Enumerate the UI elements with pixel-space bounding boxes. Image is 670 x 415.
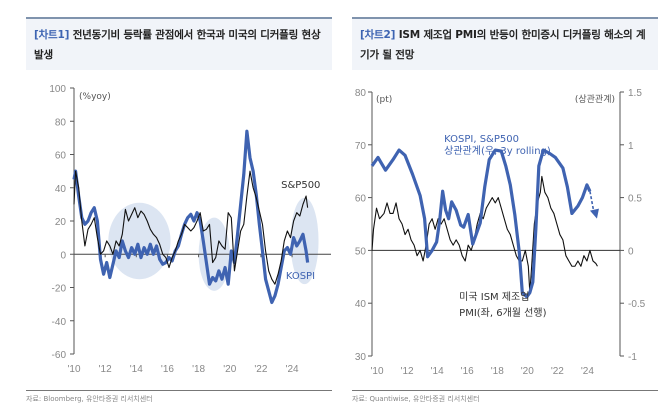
correlation-line <box>370 148 592 299</box>
x-tick-label: '16 <box>161 364 174 375</box>
y-tick-label: 40 <box>55 184 67 195</box>
kospi-label: KOSPI <box>286 271 315 282</box>
x-tick-label: '20 <box>521 366 534 377</box>
right-y-tick-label: -0.5 <box>628 299 646 310</box>
x-tick-label: '16 <box>461 366 474 377</box>
sp500-line <box>73 170 309 285</box>
left-y-tick-label: 70 <box>355 141 367 152</box>
right-y-tick-label: 0 <box>628 246 634 257</box>
y-tick-label: -20 <box>52 284 67 295</box>
left-y-tick-label: 40 <box>355 299 367 310</box>
forecast-arrow-head <box>589 208 599 219</box>
source-note-2: 자료: Quantiwise, 유안타증권 리서치센터 <box>352 395 480 403</box>
pmi-label-line2: PMI(좌, 6개월 선행) <box>459 307 546 319</box>
x-tick-label: '10 <box>370 366 383 377</box>
left-unit-label: (pt) <box>376 95 392 105</box>
correlation-label-line2: 상관관계(우, 3y rolling) <box>444 145 551 157</box>
x-tick-label: '22 <box>254 364 267 375</box>
chart-tag-1: [차트1] <box>34 29 70 41</box>
chart-title-2: [차트2] ISM 제조업 PMI의 반등이 한미증시 디커플링 해소의 계기가… <box>360 25 650 65</box>
right-y-tick-label: -1 <box>628 352 637 363</box>
right-y-tick-label: 1 <box>628 141 634 152</box>
x-tick-label: '14 <box>130 364 143 375</box>
left-y-tick-label: 80 <box>355 88 367 99</box>
x-tick-label: '12 <box>99 364 112 375</box>
x-tick-label: '12 <box>401 366 414 377</box>
sp500-label: S&P500 <box>281 180 320 191</box>
left-y-tick-label: 60 <box>355 194 367 205</box>
right-y-tick-label: 1.5 <box>628 88 642 99</box>
x-tick-label: '24 <box>581 366 594 377</box>
x-tick-label: '10 <box>67 364 80 375</box>
footnote-divider-1 <box>26 390 332 391</box>
footnote-divider-2 <box>352 390 658 391</box>
chart-title-1: [차트1] 전년동기비 등락률 관점에서 한국과 미국의 디커플링 현상 발생 <box>34 25 324 65</box>
chart-title-box-1: [차트1] 전년동기비 등락률 관점에서 한국과 미국의 디커플링 현상 발생 <box>26 17 332 70</box>
x-tick-label: '22 <box>551 366 564 377</box>
correlation-label-line1: KOSPI, S&P500 <box>444 134 519 145</box>
chart-panel-2: [차트2] ISM 제조업 PMI의 반등이 한미증시 디커플링 해소의 계기가… <box>352 0 670 415</box>
source-note-1: 자료: Bloomberg, 유안타증권 리서치센터 <box>26 395 153 403</box>
chart-panel-1: [차트1] 전년동기비 등락률 관점에서 한국과 미국의 디커플링 현상 발생 … <box>26 0 344 415</box>
chart-title-text-1: 전년동기비 등락률 관점에서 한국과 미국의 디커플링 현상 발생 <box>34 29 321 61</box>
y-tick-label: -60 <box>52 350 67 361</box>
x-tick-label: '14 <box>431 366 444 377</box>
chart-title-text-2: ISM 제조업 PMI의 반등이 한미증시 디커플링 해소의 계기가 될 전망 <box>360 29 646 61</box>
y-tick-label: 0 <box>60 250 66 261</box>
y-tick-label: 80 <box>55 117 67 128</box>
x-tick-label: '18 <box>491 366 504 377</box>
pmi-line <box>371 175 598 294</box>
y-tick-label: 20 <box>55 217 67 228</box>
pmi-label-line1: 미국 ISM 제조업 <box>459 290 529 303</box>
y-unit-label: (%yoy) <box>79 92 111 102</box>
y-tick-label: -40 <box>52 317 67 328</box>
chart-title-box-2: [차트2] ISM 제조업 PMI의 반등이 한미증시 디커플링 해소의 계기가… <box>352 17 658 70</box>
forecast-arrow-line <box>589 191 595 213</box>
x-tick-label: '18 <box>192 364 205 375</box>
pmi-correlation-chart: 80 70 60 50 40 30 1.5 1 0.5 0 -0.5 -1 '10 '12 '14 '16 '1… <box>355 88 646 377</box>
x-tick-label: '20 <box>223 364 236 375</box>
y-tick-label: 100 <box>49 84 66 95</box>
right-unit-label: (상관관계) <box>575 93 615 105</box>
right-y-tick-label: 0.5 <box>628 194 642 205</box>
left-y-tick-label: 30 <box>355 352 367 363</box>
left-y-tick-label: 50 <box>355 246 367 257</box>
x-tick-label: '24 <box>286 364 299 375</box>
kospi-line <box>72 129 310 305</box>
chart-tag-2: [차트2] <box>360 29 396 41</box>
y-tick-label: 60 <box>55 151 67 162</box>
yoy-line-chart: 100 80 60 40 20 0 -20 -40 -60'10 '12 '14 '16 '18 '20 '… <box>49 84 331 375</box>
